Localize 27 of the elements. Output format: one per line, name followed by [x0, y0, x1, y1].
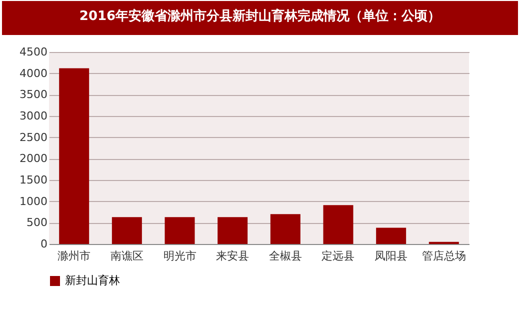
bar	[59, 68, 90, 244]
y-tick-label: 1500	[20, 174, 48, 186]
chart-title: 2016年安徽省滁州市分县新封山育林完成情况（单位：公顷）	[2, 1, 518, 35]
y-tick-label: 4500	[20, 46, 48, 58]
y-tick-label: 4000	[20, 66, 48, 80]
legend-label: 新封山育林	[65, 274, 120, 287]
y-tick-label: 3000	[20, 110, 48, 122]
y-tick-label: 3500	[20, 88, 48, 102]
y-tick-label: 2500	[20, 130, 48, 144]
y-tick-label: 2000	[20, 152, 48, 166]
bar	[218, 217, 248, 244]
y-tick-label: 500	[26, 216, 48, 230]
x-tick-label: 来安县	[216, 250, 250, 262]
x-tick-label: 明光市	[163, 250, 196, 262]
bar	[270, 214, 300, 244]
x-tick-label: 管店总场	[422, 250, 466, 262]
y-tick-label: 0	[40, 238, 48, 250]
bar	[323, 205, 354, 244]
x-tick-label: 定远县	[322, 250, 355, 262]
x-tick-label: 南谯区	[110, 250, 144, 262]
x-tick-label: 滁州市	[58, 250, 91, 262]
x-tick-label: 全椒县	[268, 250, 302, 262]
y-tick-label: 1000	[20, 194, 48, 208]
bar	[376, 228, 406, 244]
bar	[112, 217, 142, 244]
bar	[164, 217, 195, 244]
x-tick-label: 凤阳县	[374, 250, 408, 262]
